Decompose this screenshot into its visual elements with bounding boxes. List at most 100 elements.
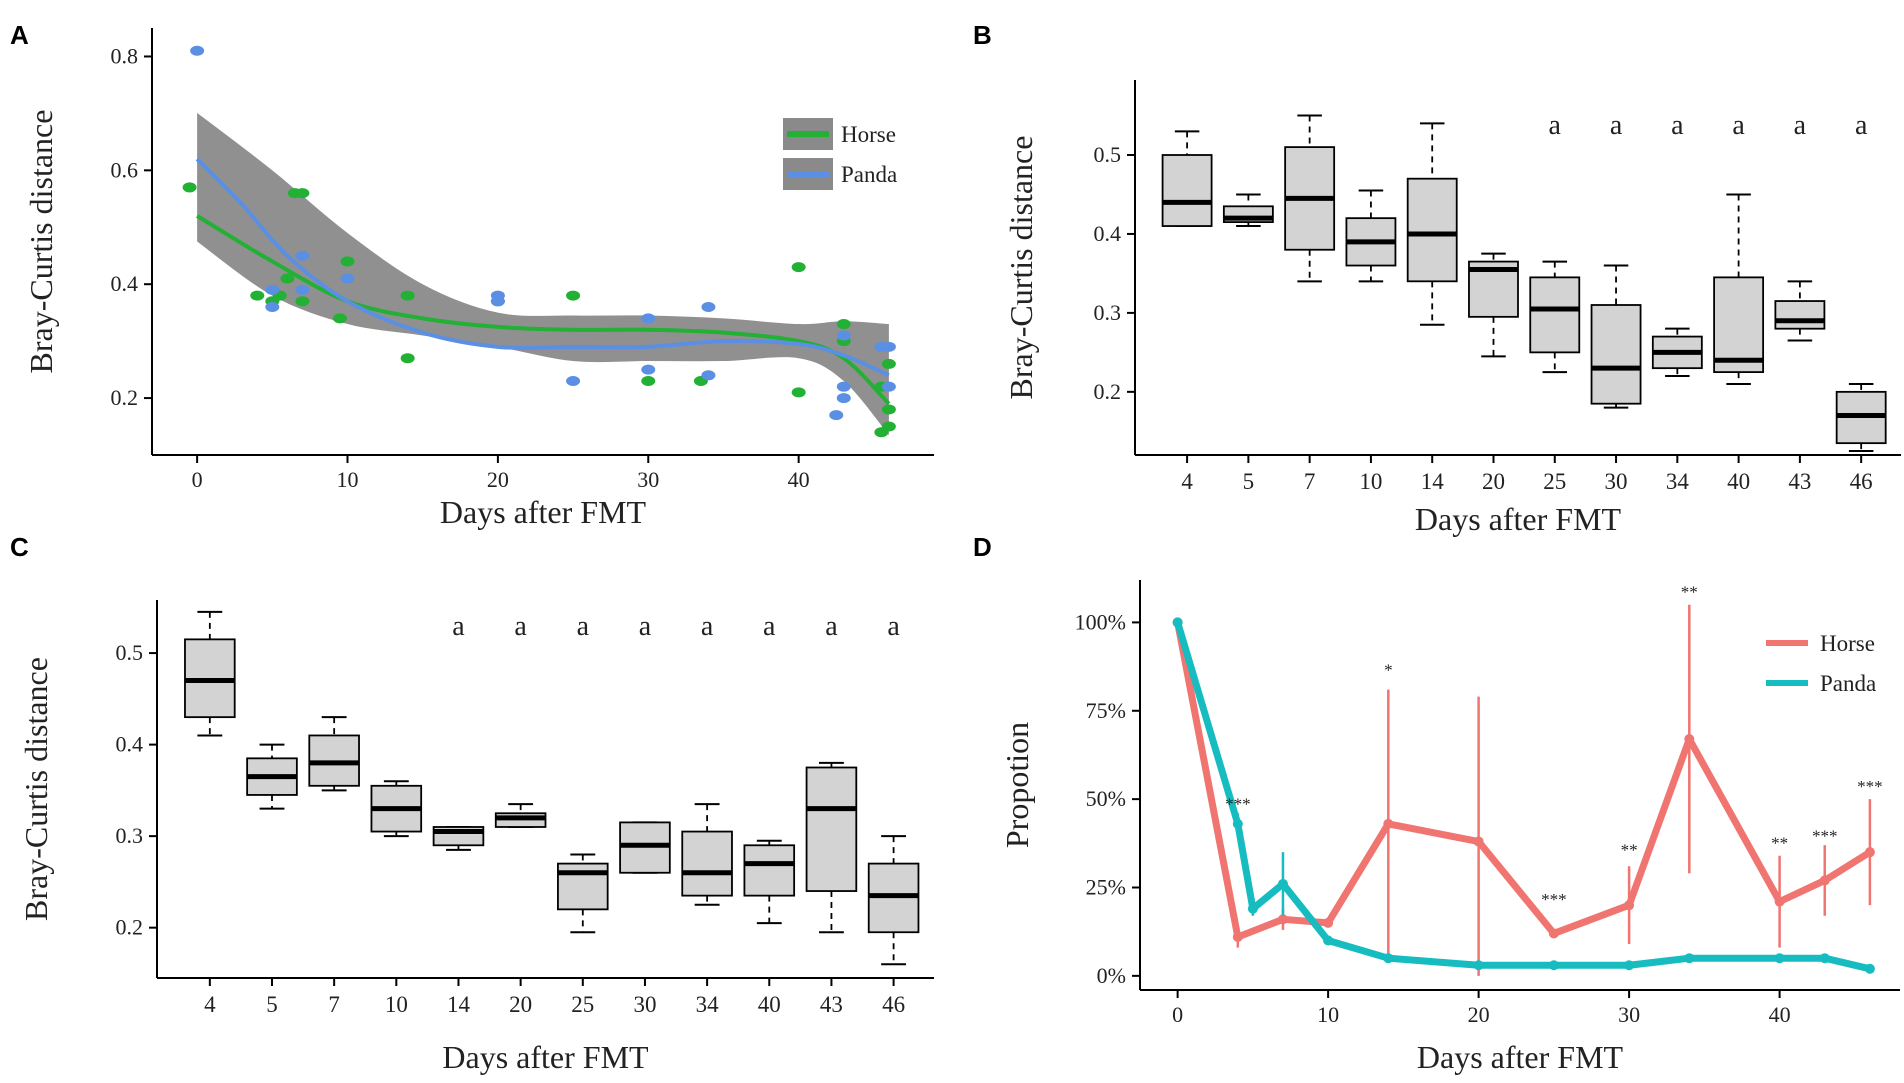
significance-stars: **: [1621, 841, 1638, 860]
data-point-horse: [836, 319, 851, 330]
data-point-horse: [566, 290, 581, 301]
significance-letter: a: [887, 611, 900, 642]
y-tick-label: 100%: [1075, 609, 1126, 634]
significance-letter: a: [452, 611, 465, 642]
x-tick-label: 20: [1468, 1002, 1490, 1027]
x-tick-label: 4: [1181, 469, 1193, 494]
legend-label-panda: Panda: [841, 162, 897, 187]
significance-stars: ***: [1541, 890, 1567, 909]
data-point-horse: [1548, 928, 1559, 939]
data-point-panda: [1819, 953, 1830, 964]
x-tick-label: 43: [820, 992, 843, 1017]
box-iqr: [1590, 304, 1642, 405]
x-tick-label: 10: [337, 467, 359, 492]
box-iqr: [1774, 300, 1826, 330]
box-iqr: [681, 830, 733, 897]
significance-letter: a: [825, 611, 838, 642]
data-point-panda: [701, 370, 716, 381]
data-point-panda: [641, 313, 656, 324]
panel-c: Ca a a a a a a a Days after FMT Bray-Curtis dista…: [10, 532, 934, 1075]
data-point-panda: [295, 250, 310, 261]
data-point-horse: [280, 273, 295, 284]
data-point-horse: [1232, 931, 1243, 942]
y-tick-label: 0.8: [111, 43, 139, 68]
y-tick-label: 0.2: [111, 385, 139, 410]
significance-stars: *: [1384, 660, 1393, 679]
box-iqr: [1161, 154, 1213, 227]
y-tick-label: 50%: [1086, 786, 1126, 811]
y-tick-label: 0.6: [111, 157, 139, 182]
data-point-panda: [1247, 903, 1258, 914]
data-point-panda: [190, 45, 205, 56]
significance-stars: **: [1681, 583, 1698, 602]
x-tick-label: 20: [1482, 469, 1505, 494]
data-point-horse: [791, 387, 806, 398]
data-point-panda: [566, 375, 581, 386]
significance-letter: a: [1671, 110, 1684, 141]
data-point-horse: [295, 296, 310, 307]
x-tick-label: 20: [487, 467, 509, 492]
series-line-horse: [1174, 618, 1874, 941]
data-point-panda: [836, 381, 851, 392]
data-point-panda: [1774, 953, 1785, 964]
y-axis-label: Bray-Curtis distance: [1003, 136, 1039, 400]
x-tick-label: 10: [1359, 469, 1382, 494]
significance-letter: a: [1549, 110, 1562, 141]
panel-letter-a: A: [10, 20, 29, 50]
legend-label-horse: Horse: [841, 122, 896, 147]
data-point-panda: [829, 410, 844, 421]
data-point-horse: [400, 290, 415, 301]
panel-a: A Days after FMT Bray-Curtis distance 0.2 0.…: [10, 20, 934, 530]
data-point-panda: [836, 330, 851, 341]
data-point-horse: [1323, 917, 1334, 928]
data-point-panda: [490, 296, 505, 307]
data-point-panda: [874, 341, 889, 352]
y-tick-label: 0.3: [1094, 300, 1122, 325]
x-tick-label: 30: [633, 992, 656, 1017]
x-tick-label: 43: [1788, 469, 1811, 494]
box-iqr: [1529, 276, 1581, 354]
data-point-panda: [1624, 960, 1635, 971]
significance-letter: a: [639, 611, 652, 642]
y-tick-label: 75%: [1086, 698, 1126, 723]
x-axis-label: Days after FMT: [440, 494, 647, 530]
data-point-horse: [400, 353, 415, 364]
y-tick-label: 0.4: [1094, 221, 1122, 246]
x-tick-label: 25: [571, 992, 594, 1017]
panel-letter-c: C: [10, 532, 29, 562]
legend-label-panda: Panda: [1820, 671, 1876, 696]
data-point-horse: [1684, 734, 1695, 745]
box-iqr: [1406, 177, 1458, 283]
data-point-panda: [1864, 963, 1875, 974]
x-tick-label: 30: [637, 467, 659, 492]
data-point-panda: [641, 364, 656, 375]
data-point-horse: [1473, 836, 1484, 847]
x-tick-label: 25: [1543, 469, 1566, 494]
x-tick-label: 5: [266, 992, 278, 1017]
data-point-panda: [1323, 935, 1334, 946]
box-iqr: [805, 766, 858, 892]
significance-letter: a: [1732, 110, 1745, 141]
x-tick-label: 40: [788, 467, 810, 492]
data-point-horse: [1383, 818, 1394, 829]
significance-stars: ***: [1225, 795, 1251, 814]
data-point-horse: [182, 182, 197, 193]
data-point-horse: [881, 358, 896, 369]
data-point-panda: [1684, 953, 1695, 964]
data-point-panda: [1473, 960, 1484, 971]
y-tick-label: 0.2: [1094, 379, 1122, 404]
data-point-panda: [1277, 878, 1288, 889]
significance-stars: **: [1771, 834, 1788, 853]
data-point-horse: [791, 262, 806, 273]
x-tick-label: 14: [447, 992, 471, 1017]
data-point-panda: [265, 301, 280, 312]
data-point-panda: [265, 284, 280, 295]
data-point-horse: [874, 427, 889, 438]
panel-d: D************* ******Days after FMTPropot…: [973, 532, 1900, 1075]
x-tick-label: 46: [882, 992, 905, 1017]
y-tick-label: 0.3: [116, 823, 144, 848]
x-tick-label: 0: [192, 467, 203, 492]
box-iqr: [1713, 276, 1765, 374]
x-tick-label: 40: [758, 992, 781, 1017]
